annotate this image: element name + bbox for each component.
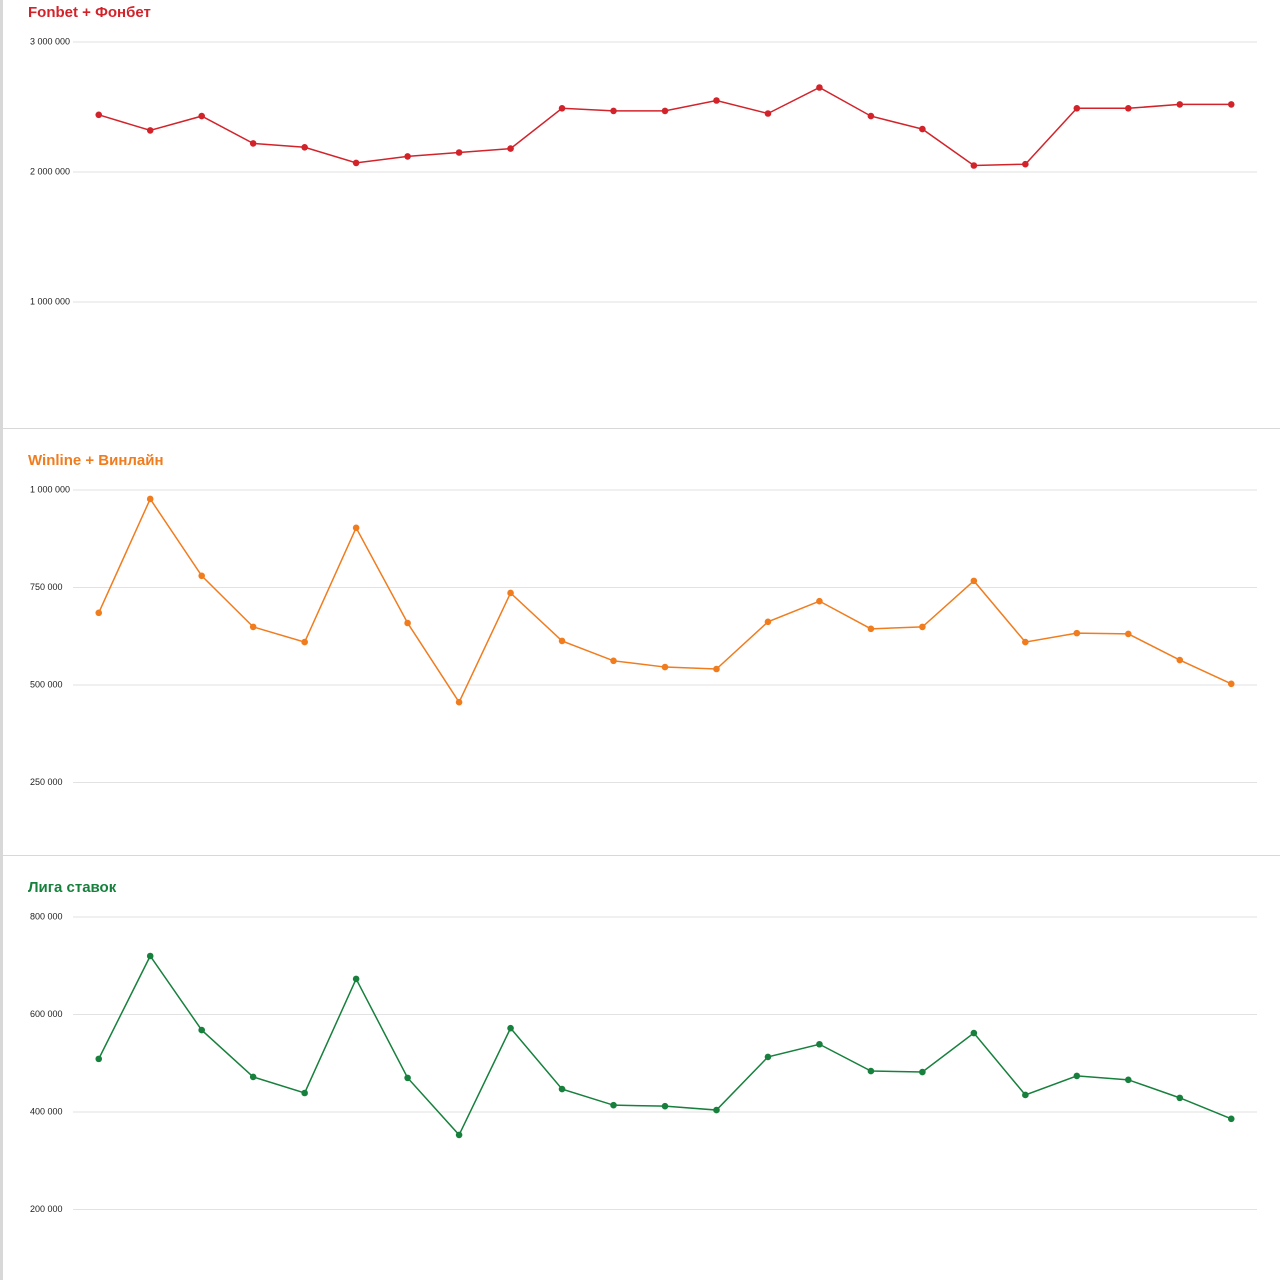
point [867,112,875,120]
point [1022,638,1029,646]
line [98,497,1232,704]
point [1125,630,1132,638]
point [816,597,823,605]
point [249,140,257,147]
chart-title: Winline + Винлайн [28,452,164,469]
point [661,1102,669,1110]
point [249,623,257,631]
y-tick-label: 3 000 000 [30,36,70,46]
point [764,618,772,626]
point [867,1067,875,1075]
point [1073,105,1081,112]
chart-title: Лига ставок [28,879,117,896]
line [98,86,1232,167]
point [1125,105,1132,112]
point [1022,1091,1029,1099]
point [919,125,926,133]
point [507,145,514,152]
point [146,495,154,503]
point [661,107,669,115]
y-tick-label: 400 000 [30,1106,63,1116]
point [1227,101,1235,108]
y-tick-label: 500 000 [30,679,63,689]
point [95,111,103,119]
chart-title: Fonbet + Фонбет [28,4,151,21]
point [352,975,360,983]
point [1073,1072,1081,1080]
y-tick-label: 800 000 [30,911,63,921]
y-tick-label: 250 000 [30,777,63,787]
point [95,609,103,617]
point [301,144,308,151]
y-tick-label: 750 000 [30,582,63,592]
point [455,698,463,706]
point [455,149,463,156]
point [610,657,617,665]
y-tick-label: 1 000 000 [30,296,70,306]
point [970,1029,978,1037]
point [1125,1076,1132,1084]
point [1176,101,1184,108]
point [610,107,617,115]
y-tick-label: 1 000 000 [30,484,70,494]
point [558,105,566,112]
y-tick-label: 600 000 [30,1009,63,1019]
point [558,1085,566,1093]
point [610,1101,617,1109]
point [1176,656,1184,664]
point [352,524,360,532]
point [198,572,205,580]
point [1176,1094,1184,1102]
point [661,663,669,671]
point [558,637,566,645]
point [198,1026,205,1034]
point [146,952,154,960]
point [970,577,978,585]
chart-panel: Fonbet + Фонбет 1 000 000 2 000 000 3 000 0… [0,0,1257,428]
point [816,84,823,91]
point [867,625,875,633]
point [1227,1115,1235,1123]
point [816,1040,823,1048]
point [713,97,720,104]
point [919,1068,926,1076]
point [301,638,308,646]
point [404,1074,411,1082]
point [1022,160,1029,168]
chart-panel: Winline + Винлайн 250 000 500 000 750 000 1 … [0,428,1280,855]
point [507,589,514,597]
point [919,623,926,631]
chart-panel: Лига ставок 200 000 400 000 600 000 800 000 [0,855,1280,1280]
point [95,1055,103,1063]
point [301,1089,308,1097]
point [455,1131,463,1139]
point [764,1053,772,1061]
point [352,159,360,167]
point [404,153,411,160]
point [198,112,205,120]
point [713,665,720,673]
point [249,1073,257,1081]
y-tick-label: 200 000 [30,1204,63,1214]
point [1227,680,1235,688]
y-tick-label: 2 000 000 [30,166,70,176]
point [146,127,154,134]
point [713,1106,720,1114]
point [404,619,411,627]
point [507,1024,514,1032]
point [764,110,772,117]
point [970,162,978,169]
point [1073,629,1081,637]
